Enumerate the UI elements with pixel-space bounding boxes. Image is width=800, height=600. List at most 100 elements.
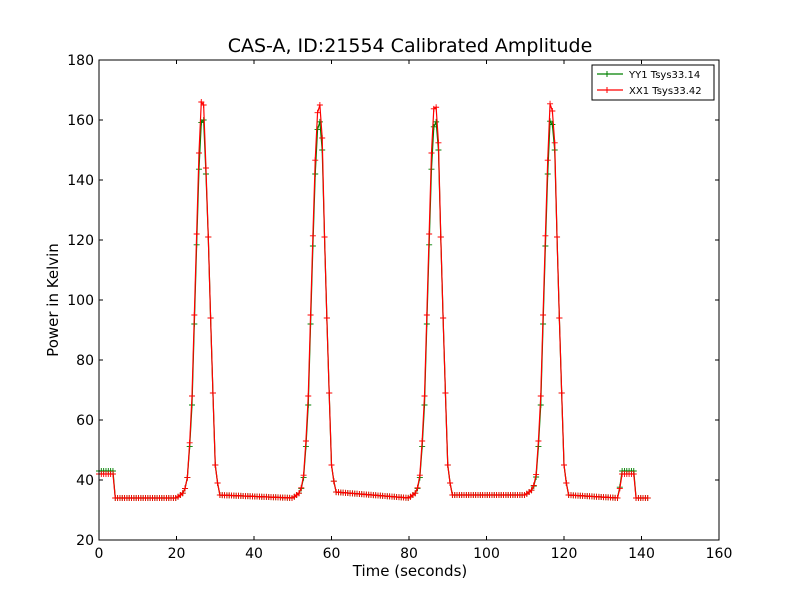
data-point — [205, 234, 212, 240]
y-axis-label: Power in Kelvin — [44, 243, 62, 357]
data-point — [189, 393, 195, 399]
data-point — [544, 157, 551, 164]
y-tick-label: 80 — [76, 353, 94, 369]
y-tick-label: 140 — [67, 173, 94, 189]
series-layer — [96, 99, 651, 501]
data-point — [558, 390, 565, 396]
data-point — [202, 165, 209, 171]
y-axis: 20 40 60 80 100 120 140 160 180 — [67, 53, 719, 549]
legend-entry-yy1: YY1 Tsys33.14 — [597, 70, 700, 81]
data-point — [305, 393, 312, 399]
data-point — [307, 312, 314, 318]
data-point — [302, 438, 309, 444]
x-tick-label: 60 — [323, 546, 341, 562]
data-point — [528, 487, 535, 494]
data-point — [549, 108, 556, 114]
y-tick-label: 40 — [76, 473, 94, 489]
data-point — [321, 234, 328, 240]
x-tick-label: 160 — [706, 546, 733, 562]
data-point — [554, 234, 561, 240]
data-point — [616, 485, 623, 492]
y-tick-label: 180 — [67, 53, 94, 69]
data-point — [316, 102, 323, 108]
data-point — [414, 484, 421, 491]
data-point — [437, 234, 444, 240]
data-point — [540, 312, 547, 318]
data-point — [433, 104, 440, 111]
data-point — [209, 390, 216, 396]
data-point — [182, 485, 189, 492]
x-tick-label: 100 — [473, 546, 500, 562]
data-point — [442, 390, 449, 396]
data-point — [212, 462, 219, 468]
data-point — [447, 480, 454, 486]
data-point — [295, 490, 302, 497]
series-xx1 — [96, 99, 651, 501]
data-point — [200, 102, 207, 108]
data-point — [184, 474, 191, 481]
data-point — [314, 109, 321, 116]
data-point — [309, 232, 316, 239]
legend-entry-xx1: XX1 Tsys33.42 — [597, 86, 702, 97]
data-point — [300, 472, 307, 479]
data-point — [423, 312, 430, 318]
data-point — [563, 480, 570, 486]
data-point — [312, 157, 319, 164]
data-point — [537, 393, 544, 399]
data-point — [323, 315, 330, 321]
data-point — [444, 462, 451, 468]
data-point — [421, 393, 428, 399]
data-point — [214, 480, 221, 486]
data-point — [430, 123, 437, 130]
data-point — [535, 438, 542, 444]
data-point — [614, 494, 621, 501]
data-point — [549, 121, 556, 128]
data-point — [551, 139, 558, 146]
data-point — [326, 390, 333, 396]
data-point — [435, 139, 442, 146]
x-tick-label: 20 — [168, 546, 186, 562]
x-tick-label: 80 — [400, 546, 418, 562]
data-point — [561, 462, 567, 468]
y-tick-label: 60 — [76, 413, 94, 429]
data-point — [109, 471, 116, 477]
data-point — [416, 472, 423, 479]
data-point — [630, 471, 637, 477]
data-point — [191, 312, 198, 318]
data-point — [193, 231, 200, 237]
data-point — [330, 478, 337, 485]
data-point — [426, 231, 433, 237]
data-point — [542, 232, 549, 239]
data-point — [428, 150, 435, 156]
data-point — [195, 150, 202, 156]
data-point — [186, 439, 193, 446]
data-point — [316, 118, 323, 125]
legend-label-yy1: YY1 Tsys33.14 — [628, 70, 700, 81]
x-tick-label: 0 — [95, 546, 104, 562]
data-point — [298, 484, 305, 491]
data-point — [328, 462, 335, 468]
data-point — [314, 126, 321, 133]
y-tick-label: 160 — [67, 113, 94, 129]
data-point — [419, 438, 426, 444]
data-point — [556, 315, 563, 321]
x-tick-label: 40 — [245, 546, 263, 562]
data-point — [533, 471, 540, 478]
data-point — [433, 118, 440, 125]
legend-box — [591, 64, 715, 101]
data-point — [530, 482, 537, 489]
x-axis-label: Time (seconds) — [352, 562, 468, 580]
y-tick-label: 20 — [76, 533, 94, 549]
legend-label-xx1: XX1 Tsys33.42 — [629, 86, 702, 97]
data-point — [319, 135, 326, 141]
x-tick-label: 140 — [628, 546, 655, 562]
data-point — [547, 118, 554, 125]
data-point — [644, 495, 651, 501]
chart-title: CAS-A, ID:21554 Calibrated Amplitude — [228, 35, 593, 57]
y-tick-label: 100 — [67, 293, 94, 309]
data-point — [179, 490, 186, 497]
legend: YY1 Tsys33.14 XX1 Tsys33.42 — [591, 64, 715, 101]
data-point — [440, 315, 447, 321]
data-point — [412, 490, 419, 497]
